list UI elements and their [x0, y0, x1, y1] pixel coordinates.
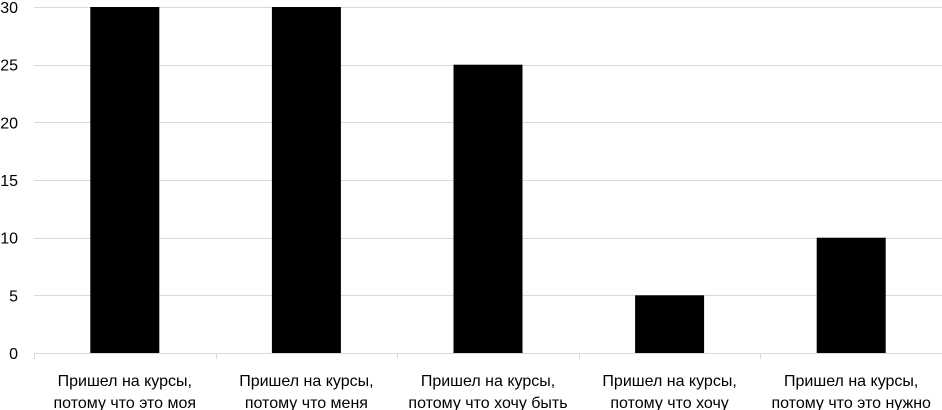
x-axis-category-labels: Пришел на курсы, потому что это моя Пришел…	[54, 373, 932, 410]
bar-1	[90, 7, 160, 353]
bars	[90, 7, 886, 353]
y-tick-label: 10	[0, 231, 18, 248]
x-category-label: потому что это нужно	[771, 395, 931, 410]
x-category-label: потому что хочу быть	[408, 395, 567, 410]
x-category-label: Пришел на курсы,	[58, 373, 192, 390]
x-category-label: Пришел на курсы,	[602, 373, 736, 390]
y-tick-label: 30	[0, 0, 18, 17]
x-category-label: потому что хочу	[610, 395, 728, 410]
y-tick-label: 15	[0, 173, 18, 190]
x-category-label: потому что меня	[245, 395, 368, 410]
y-tick-label: 5	[9, 288, 18, 305]
y-tick-label: 20	[0, 115, 18, 132]
y-tick-label: 0	[9, 346, 18, 363]
bar-5	[816, 237, 886, 353]
x-category-label: Пришел на курсы,	[239, 373, 373, 390]
x-category-label: потому что это моя	[54, 395, 197, 410]
y-axis-tick-labels: 0 5 10 15 20 25 30	[0, 0, 18, 363]
bar-4	[635, 295, 705, 353]
bar-3	[453, 64, 523, 353]
x-category-label: Пришел на курсы,	[421, 373, 555, 390]
x-category-label: Пришел на курсы,	[784, 373, 918, 390]
y-tick-label: 25	[0, 58, 18, 75]
x-axis	[34, 353, 942, 359]
bar-2	[271, 7, 341, 353]
